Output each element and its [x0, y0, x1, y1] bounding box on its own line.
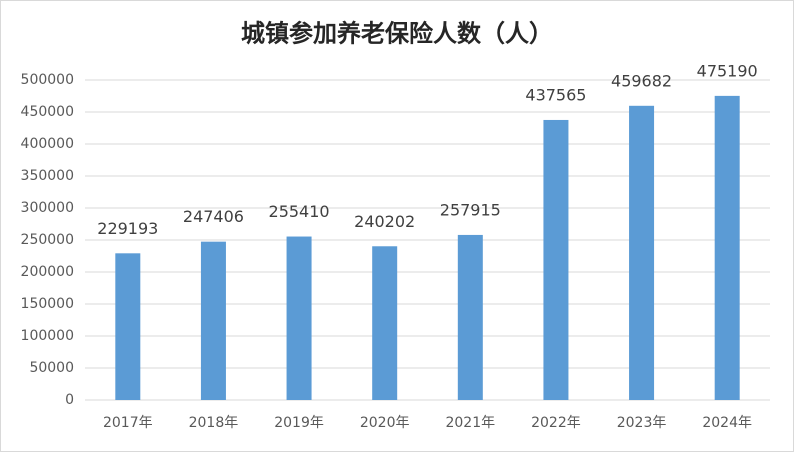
x-tick-label: 2023年: [617, 415, 667, 431]
bar: [372, 246, 398, 400]
x-tick-label: 2024年: [702, 415, 752, 431]
x-tick-label: 2021年: [445, 415, 495, 431]
value-label: 257915: [440, 200, 501, 219]
bar: [200, 241, 226, 400]
bar: [543, 119, 569, 400]
y-tick-label: 300000: [21, 200, 74, 216]
y-tick-label: 50000: [29, 360, 74, 376]
chart-title: 城镇参加养老保险人数（人）: [241, 19, 553, 48]
y-tick-label: 350000: [21, 168, 74, 184]
y-tick-label: 450000: [21, 104, 74, 120]
value-label: 240202: [354, 212, 415, 231]
bar: [115, 253, 141, 400]
x-tick-label: 2018年: [189, 415, 239, 431]
value-label: 437565: [525, 85, 586, 104]
y-tick-label: 150000: [21, 296, 74, 312]
y-tick-label: 200000: [21, 264, 74, 280]
value-label: 475190: [697, 61, 758, 80]
x-tick-label: 2020年: [360, 415, 410, 431]
y-tick-label: 250000: [21, 232, 74, 248]
y-tick-label: 400000: [21, 136, 74, 152]
x-tick-label: 2022年: [531, 415, 581, 431]
value-label: 255410: [269, 202, 330, 221]
bar: [629, 105, 655, 400]
bar: [457, 234, 483, 400]
value-label: 247406: [183, 207, 244, 226]
value-label: 459682: [611, 71, 672, 90]
bar: [714, 95, 740, 400]
x-tick-label: 2019年: [274, 415, 324, 431]
y-tick-label: 0: [65, 392, 74, 408]
y-tick-label: 500000: [21, 72, 74, 88]
x-tick-label: 2017年: [103, 415, 153, 431]
bar: [286, 236, 312, 400]
value-label: 229193: [97, 219, 158, 238]
y-tick-label: 100000: [21, 328, 74, 344]
